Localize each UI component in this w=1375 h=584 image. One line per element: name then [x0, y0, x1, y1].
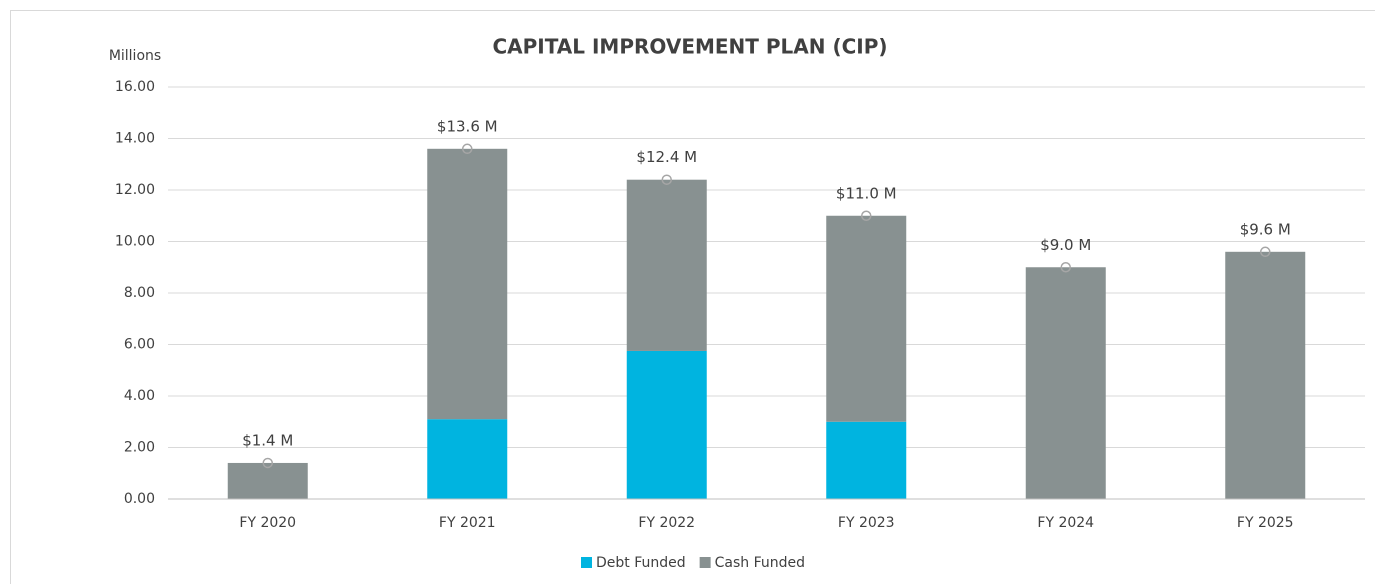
legend-swatch	[699, 557, 711, 568]
y-axis-label: Millions	[109, 48, 161, 64]
legend-label: Debt Funded	[596, 555, 686, 571]
legend-swatch	[581, 557, 592, 568]
chart-title: CAPITAL IMPROVEMENT PLAN (CIP)	[492, 35, 887, 59]
data-label: $13.6 M	[437, 117, 498, 135]
total-marker	[462, 143, 473, 155]
data-label: $11.0 M	[836, 184, 897, 202]
data-label: $9.0 M	[1040, 236, 1091, 254]
bar-segment	[427, 148, 508, 420]
bar-segment	[1225, 251, 1306, 499]
y-tick-label: 12.00	[115, 182, 155, 198]
x-tick-label: FY 2021	[439, 515, 496, 531]
total-marker	[262, 457, 273, 469]
bar-segment	[826, 421, 907, 499]
y-tick-label: 16.00	[115, 79, 155, 95]
data-label: $1.4 M	[242, 431, 293, 449]
x-tick-label: FY 2024	[1037, 515, 1094, 531]
legend-label: Cash Funded	[715, 555, 805, 571]
data-label: $9.6 M	[1240, 220, 1291, 238]
y-tick-label: 0.00	[124, 491, 155, 507]
y-tick-label: 4.00	[124, 388, 155, 404]
x-tick-label: FY 2020	[239, 515, 296, 531]
bar-segment	[626, 179, 707, 351]
total-marker	[861, 210, 872, 221]
y-tick-label: 2.00	[124, 440, 155, 456]
y-tick-label: 10.00	[115, 234, 155, 250]
total-marker	[661, 174, 672, 185]
chart-frame	[10, 10, 1375, 584]
y-tick-label: 6.00	[124, 337, 155, 353]
x-tick-label: FY 2025	[1237, 515, 1294, 531]
bar-segment	[227, 462, 308, 499]
bar-segment	[826, 215, 907, 422]
bar-segment	[427, 419, 508, 499]
bar-segment	[1025, 267, 1106, 499]
bar-segment	[626, 350, 707, 499]
y-tick-label: 14.00	[115, 131, 155, 147]
x-tick-label: FY 2023	[838, 515, 895, 531]
y-tick-label: 8.00	[124, 285, 155, 301]
x-tick-label: FY 2022	[638, 515, 695, 531]
data-label: $12.4 M	[636, 148, 697, 166]
total-marker	[1260, 246, 1271, 258]
total-marker	[1060, 262, 1071, 273]
